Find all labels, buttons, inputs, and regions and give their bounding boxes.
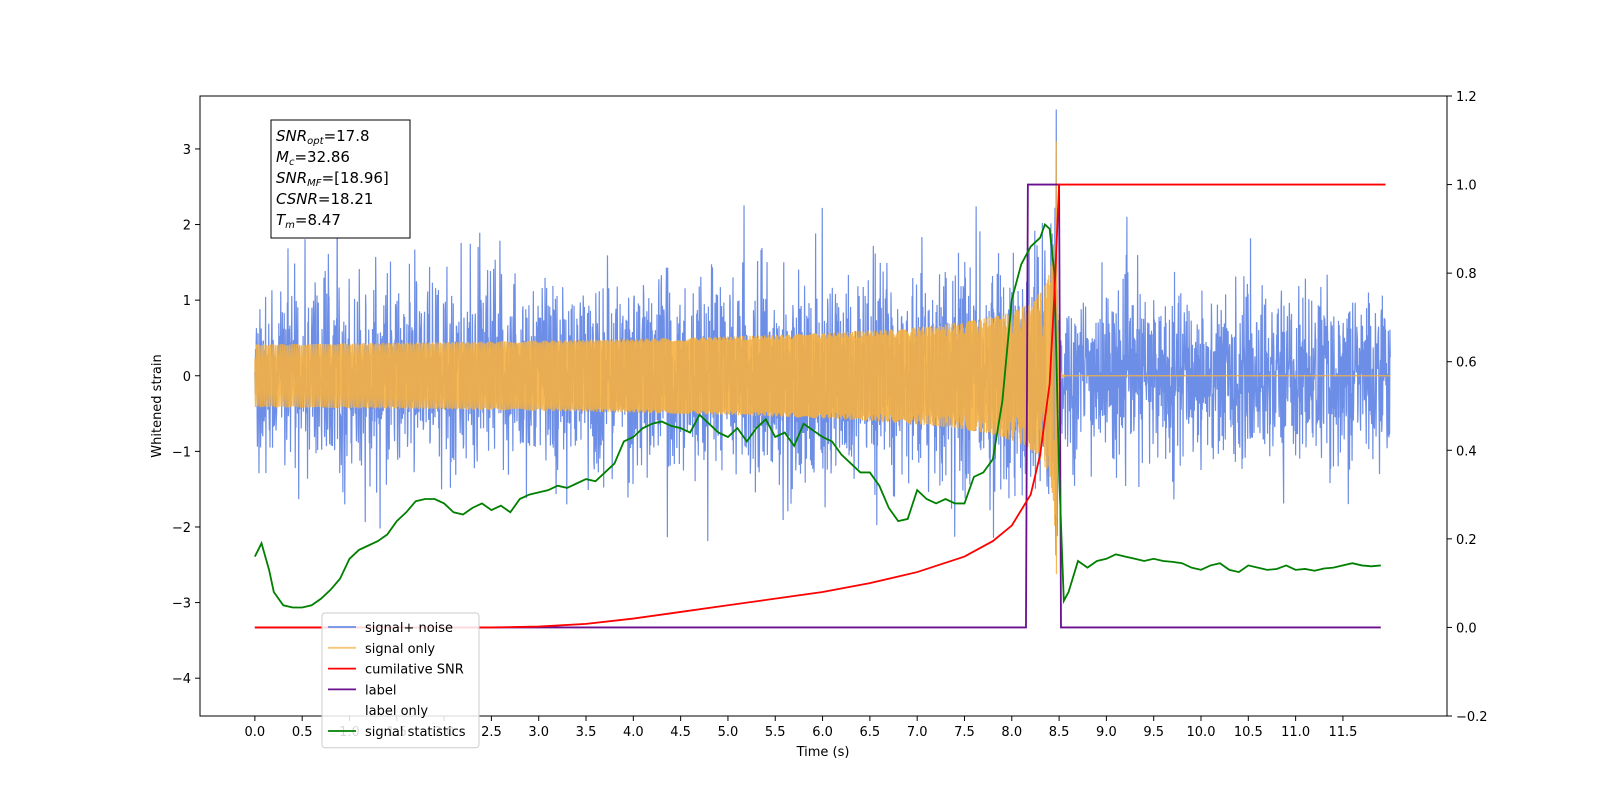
x-tick-label: 9.5: [1143, 725, 1164, 740]
y-tick-label: 1: [183, 294, 191, 309]
x-axis-label: Time (s): [796, 745, 850, 760]
x-tick-label: 4.0: [623, 725, 644, 740]
series-signal-only-line: [254, 141, 1391, 575]
y2-tick-label: −0.2: [1456, 710, 1488, 725]
legend: signal+ noise signal only cumilative SNR la…: [321, 612, 480, 749]
x-tick-label: 7.0: [907, 725, 928, 740]
series-signal-statistics-line: [254, 222, 1381, 609]
y-tick-label: −2: [172, 521, 191, 536]
x-tick-label: 8.5: [1049, 725, 1070, 740]
legend-label-signal-only: signal only: [365, 642, 435, 657]
y-axis-right: 1.2 1.0 0.8 0.6 0.4 0.2 0.0 −0.2: [1447, 90, 1488, 725]
x-tick-label: 7.5: [954, 725, 975, 740]
x-tick-label: 3.5: [576, 725, 597, 740]
x-tick-label: 5.5: [765, 725, 786, 740]
x-tick-label: 10.0: [1187, 725, 1216, 740]
y-tick-label: 0: [183, 370, 191, 385]
y2-tick-label: 0.8: [1456, 267, 1477, 282]
plot-frame: [199, 95, 1448, 717]
y-tick-label: 2: [183, 219, 191, 234]
legend-label-cumilative-snr: cumilative SNR: [365, 663, 464, 678]
legend-label-label-only: label only: [365, 704, 428, 719]
y-axis-label: Whitened strain: [150, 354, 165, 457]
y-axis-left: 3 2 1 0 −1 −2 −3 −4: [172, 143, 200, 687]
y-tick-label: −1: [172, 445, 191, 460]
y2-tick-label: 0.0: [1456, 621, 1477, 636]
x-tick-label: 4.5: [670, 725, 691, 740]
legend-label-label: label: [365, 683, 396, 698]
x-tick-label: 0.0: [245, 725, 266, 740]
y-tick-label: −4: [172, 672, 191, 687]
x-tick-label: 9.0: [1096, 725, 1117, 740]
series-cumilative-snr-line: [254, 183, 1386, 629]
x-tick-label: 6.0: [812, 725, 833, 740]
x-tick-label: 0.5: [292, 725, 313, 740]
legend-label-signal-statistics: signal statistics: [365, 725, 466, 740]
y2-tick-label: 0.6: [1456, 356, 1477, 371]
x-tick-label: 8.0: [1001, 725, 1022, 740]
x-tick-label: 11.5: [1328, 725, 1357, 740]
x-tick-label: 3.0: [528, 725, 549, 740]
plot-area: [254, 109, 1391, 629]
series-label-line: [254, 183, 1381, 629]
y-tick-label: 3: [183, 143, 191, 158]
legend-label-signal-noise: signal+ noise: [365, 621, 453, 636]
x-tick-label: 11.0: [1281, 725, 1310, 740]
info-box-frame: [270, 119, 411, 239]
y-tick-label: −3: [172, 597, 191, 612]
info-line-snropt: SNRopt=17.8: [276, 127, 370, 147]
info-line-snrmf: SNRMF=[18.96]: [276, 169, 389, 189]
info-line-csnr: CSNR=18.21: [276, 190, 373, 208]
legend-frame: [321, 612, 480, 749]
y2-tick-label: 0.2: [1456, 533, 1477, 548]
y2-tick-label: 0.4: [1456, 444, 1477, 459]
x-axis: 0.00.51.01.52.02.53.03.54.04.55.05.56.06…: [245, 716, 1357, 740]
x-tick-label: 2.5: [481, 725, 502, 740]
y2-tick-label: 1.0: [1456, 179, 1477, 194]
info-line-mc: Mc=32.86: [276, 148, 350, 168]
info-line-tm: Tm=8.47: [276, 211, 341, 231]
x-tick-label: 6.5: [860, 725, 881, 740]
x-tick-label: 5.0: [718, 725, 739, 740]
y2-tick-label: 1.2: [1456, 90, 1477, 105]
x-tick-label: 10.5: [1234, 725, 1263, 740]
info-box: SNRopt=17.8Mc=32.86SNRMF=[18.96]CSNR=18.…: [270, 119, 411, 239]
